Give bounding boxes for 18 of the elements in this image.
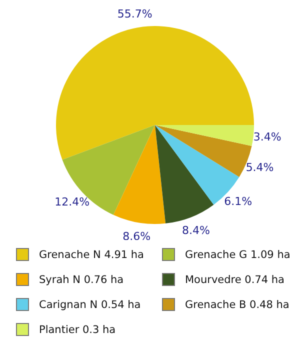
data-label: 6.1% <box>224 195 252 208</box>
data-label: 12.4% <box>54 195 90 208</box>
pie-slice <box>155 125 254 146</box>
legend-label: Carignan N 0.54 ha <box>39 298 141 310</box>
data-label: 3.4% <box>253 130 282 144</box>
data-label: 55.7% <box>117 7 152 20</box>
pie-slice <box>113 125 166 224</box>
legend-label: Syrah N 0.76 ha <box>39 274 124 286</box>
data-label: 5.4% <box>246 160 274 174</box>
pie-slice <box>155 125 214 224</box>
legend-label: Grenache N 4.91 ha <box>39 248 144 260</box>
data-label: 8.6% <box>122 230 151 243</box>
data-label: 8.4% <box>182 224 210 237</box>
pie-slice <box>56 26 254 160</box>
legend-label: Grenache G 1.09 ha <box>185 248 290 260</box>
legend-label: Grenache B 0.48 ha <box>185 298 290 310</box>
legend-label: Mourvedre 0.74 ha <box>185 274 284 286</box>
legend-label: Plantier 0.3 ha <box>39 324 116 336</box>
